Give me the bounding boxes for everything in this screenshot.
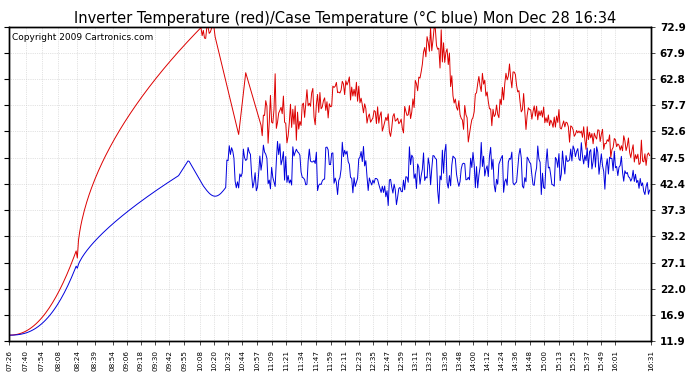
Text: Copyright 2009 Cartronics.com: Copyright 2009 Cartronics.com <box>12 33 153 42</box>
Text: Inverter Temperature (red)/Case Temperature (°C blue) Mon Dec 28 16:34: Inverter Temperature (red)/Case Temperat… <box>74 11 616 26</box>
